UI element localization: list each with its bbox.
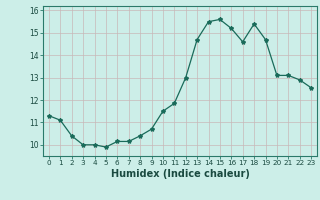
X-axis label: Humidex (Indice chaleur): Humidex (Indice chaleur)	[111, 169, 249, 179]
